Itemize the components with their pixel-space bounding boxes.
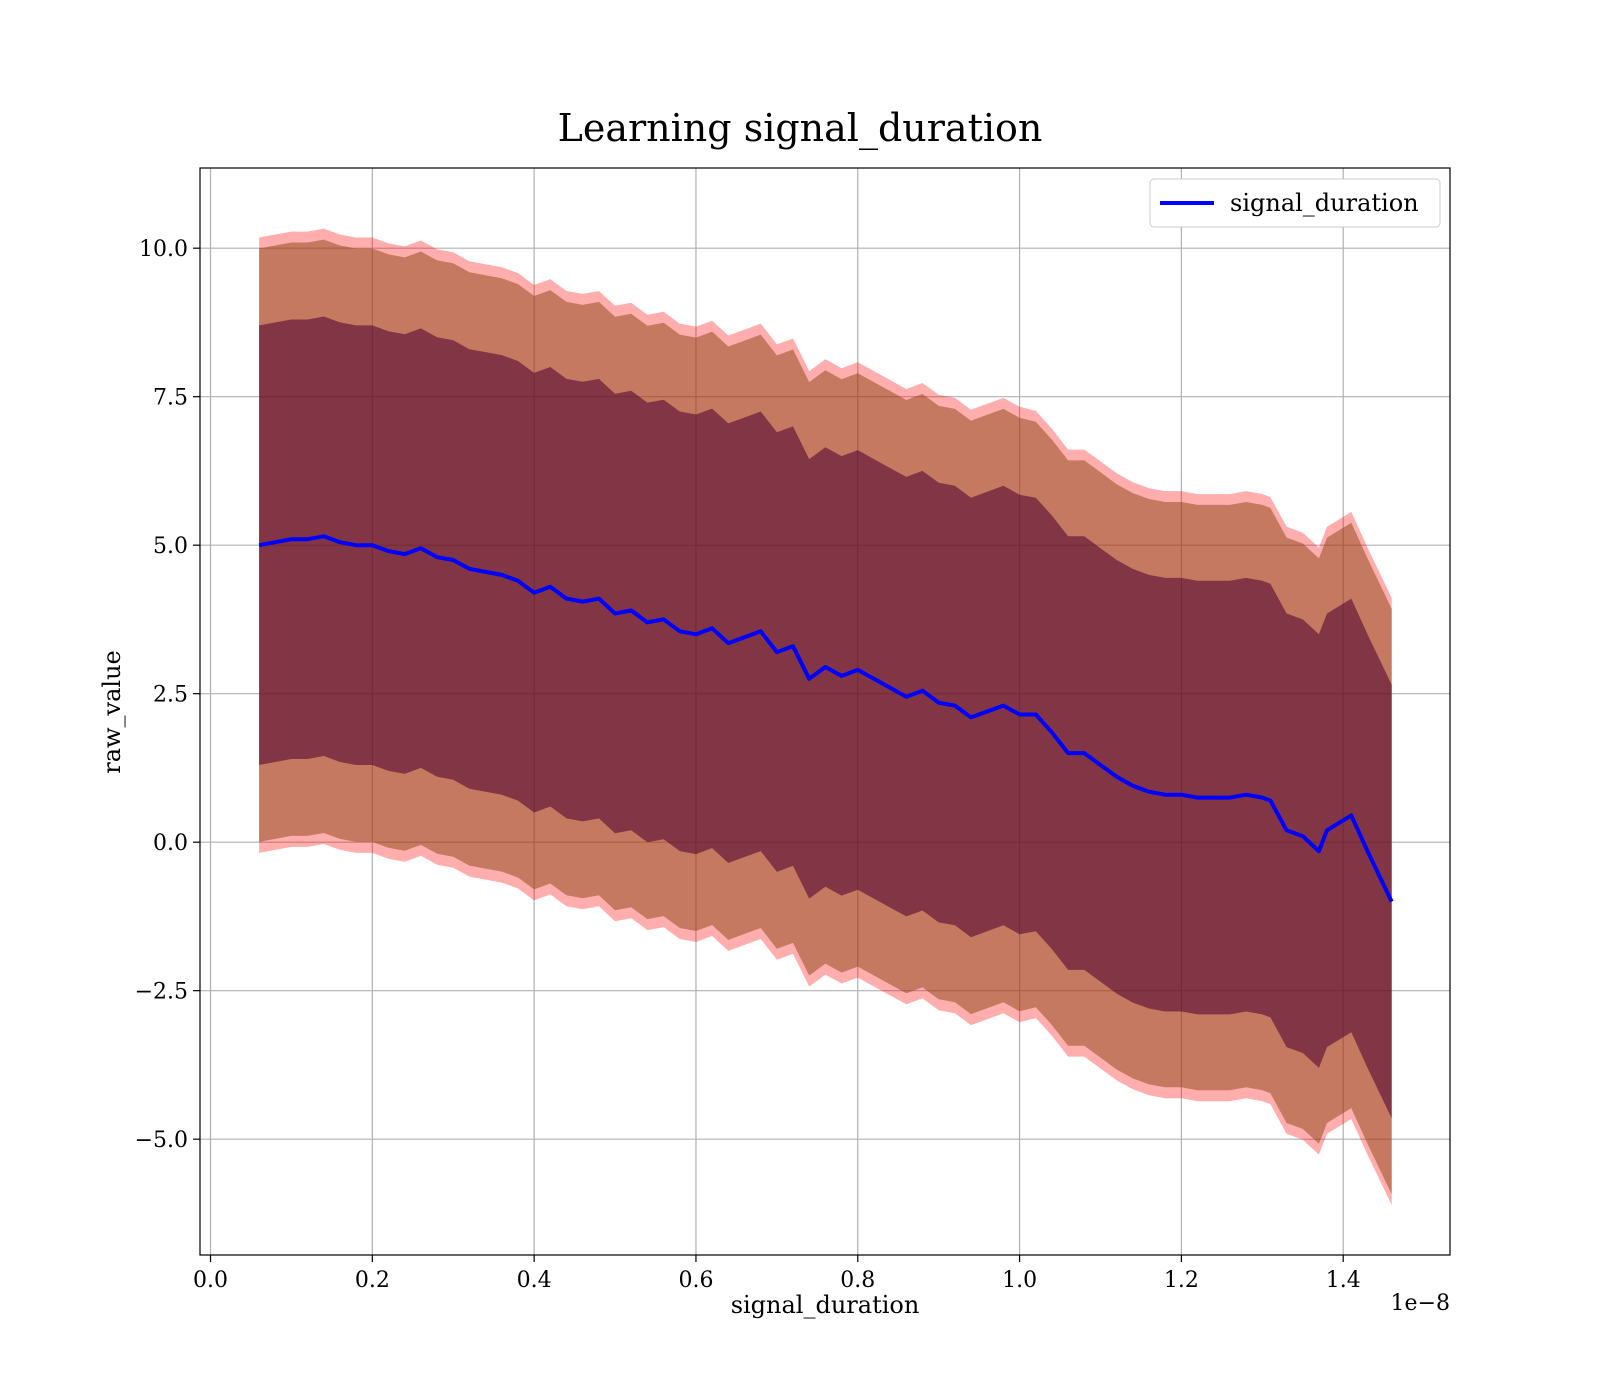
plot-area — [199, 167, 1451, 1256]
confidence-band-1 — [259, 316, 1392, 1119]
x-tick-label: 0.8 — [840, 1268, 875, 1293]
y-tick-label: −5.0 — [135, 1128, 188, 1153]
legend-label: signal_duration — [1230, 189, 1419, 217]
x-tick-label: 1.0 — [1002, 1268, 1037, 1293]
x-tick-label: 0.0 — [193, 1268, 228, 1293]
chart-title: Learning signal_duration — [558, 106, 1043, 151]
x-tick-label: 1.4 — [1326, 1268, 1361, 1293]
y-tick-label: 5.0 — [153, 534, 188, 559]
y-tick-label: 2.5 — [153, 683, 188, 708]
y-tick-label: 10.0 — [139, 237, 188, 262]
x-tick-label: 0.6 — [678, 1268, 713, 1293]
plot-frame — [199, 167, 1451, 1256]
legend: signal_duration — [1149, 178, 1441, 228]
x-axis-ticks: 0.0 0.2 0.4 0.6 0.8 1.0 1.2 1.4 — [193, 1255, 1361, 1293]
y-tick-label: −2.5 — [135, 980, 188, 1005]
confidence-bands — [259, 228, 1392, 1206]
x-tick-label: 0.2 — [355, 1268, 390, 1293]
y-axis-label: raw_value — [98, 650, 126, 774]
legend-box — [1149, 178, 1441, 228]
x-axis-label: signal_duration — [731, 1291, 920, 1319]
x-tick-label: 1.2 — [1164, 1268, 1199, 1293]
y-tick-label: 0.0 — [153, 831, 188, 856]
x-tick-label: 0.4 — [517, 1268, 552, 1293]
series-lines — [258, 534, 1394, 903]
y-tick-label: 7.5 — [153, 386, 188, 411]
x-axis-offset-label: 1e−8 — [1391, 1291, 1450, 1316]
series-line-signal-duration — [258, 534, 1394, 903]
y-axis-ticks: −5.0 −2.5 0.0 2.5 5.0 7.5 10.0 — [135, 237, 200, 1153]
